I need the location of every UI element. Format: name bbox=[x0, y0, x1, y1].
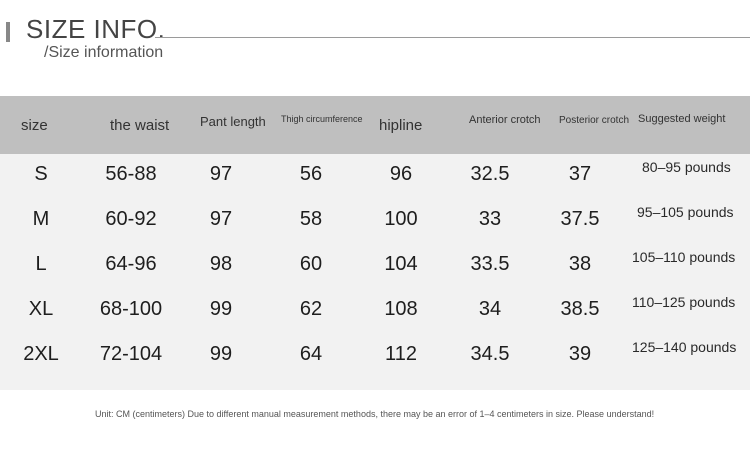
cell-thigh: 60 bbox=[299, 253, 323, 275]
cell-posterior-crotch: 37.5 bbox=[560, 208, 600, 230]
col-header-thigh: Thigh circumference bbox=[281, 114, 363, 124]
cell-posterior-crotch: 37 bbox=[568, 163, 592, 185]
cell-thigh: 64 bbox=[299, 343, 323, 365]
cell-waist: 56-88 bbox=[105, 163, 157, 185]
cell-size: XL bbox=[28, 298, 54, 320]
col-header-pant-length: Pant length bbox=[200, 114, 266, 129]
cell-hipline: 104 bbox=[384, 253, 418, 275]
title-accent-bar bbox=[6, 22, 10, 42]
cell-hipline: 100 bbox=[384, 208, 418, 230]
title-divider bbox=[155, 37, 750, 38]
size-table: size the waist Pant length Thigh circumf… bbox=[0, 96, 750, 390]
cell-thigh: 62 bbox=[299, 298, 323, 320]
cell-size: L bbox=[35, 253, 47, 275]
cell-posterior-crotch: 38.5 bbox=[560, 298, 600, 320]
cell-suggested-weight: 105–110 pounds bbox=[632, 249, 736, 265]
page-title: SIZE INFO. bbox=[26, 14, 166, 44]
cell-anterior-crotch: 34 bbox=[478, 298, 502, 320]
cell-waist: 68-100 bbox=[99, 298, 163, 320]
cell-waist: 60-92 bbox=[105, 208, 157, 230]
cell-size: 2XL bbox=[23, 343, 59, 365]
cell-pant-length: 99 bbox=[209, 298, 233, 320]
cell-anterior-crotch: 34.5 bbox=[470, 343, 510, 365]
cell-posterior-crotch: 38 bbox=[568, 253, 592, 275]
cell-pant-length: 97 bbox=[209, 163, 233, 185]
cell-waist: 72-104 bbox=[99, 343, 163, 365]
col-header-hipline: hipline bbox=[379, 117, 423, 134]
cell-hipline: 108 bbox=[384, 298, 418, 320]
cell-pant-length: 98 bbox=[209, 253, 233, 275]
measurement-note: Unit: CM (centimeters) Due to different … bbox=[95, 409, 655, 419]
cell-suggested-weight: 80–95 pounds bbox=[642, 159, 731, 175]
cell-suggested-weight: 110–125 pounds bbox=[632, 294, 736, 310]
page-subtitle: /Size information bbox=[44, 44, 164, 61]
col-header-size: size bbox=[21, 117, 48, 134]
cell-waist: 64-96 bbox=[105, 253, 157, 275]
cell-hipline: 96 bbox=[389, 163, 413, 185]
cell-size: S bbox=[34, 163, 48, 185]
cell-posterior-crotch: 39 bbox=[568, 343, 592, 365]
cell-pant-length: 97 bbox=[209, 208, 233, 230]
col-header-waist: the waist bbox=[110, 117, 170, 134]
cell-suggested-weight: 125–140 pounds bbox=[632, 339, 737, 355]
cell-thigh: 58 bbox=[299, 208, 323, 230]
table-header-row: size the waist Pant length Thigh circumf… bbox=[0, 96, 750, 154]
cell-hipline: 112 bbox=[385, 343, 417, 365]
col-header-anterior-crotch: Anterior crotch bbox=[469, 114, 541, 126]
cell-anterior-crotch: 33 bbox=[478, 208, 502, 230]
cell-thigh: 56 bbox=[299, 163, 323, 185]
col-header-posterior-crotch: Posterior crotch bbox=[559, 115, 630, 126]
col-header-suggested-weight: Suggested weight bbox=[638, 113, 726, 125]
cell-anterior-crotch: 33.5 bbox=[470, 253, 510, 275]
cell-size: M bbox=[32, 208, 50, 230]
cell-pant-length: 99 bbox=[209, 343, 233, 365]
cell-anterior-crotch: 32.5 bbox=[470, 163, 510, 185]
cell-suggested-weight: 95–105 pounds bbox=[637, 204, 734, 220]
